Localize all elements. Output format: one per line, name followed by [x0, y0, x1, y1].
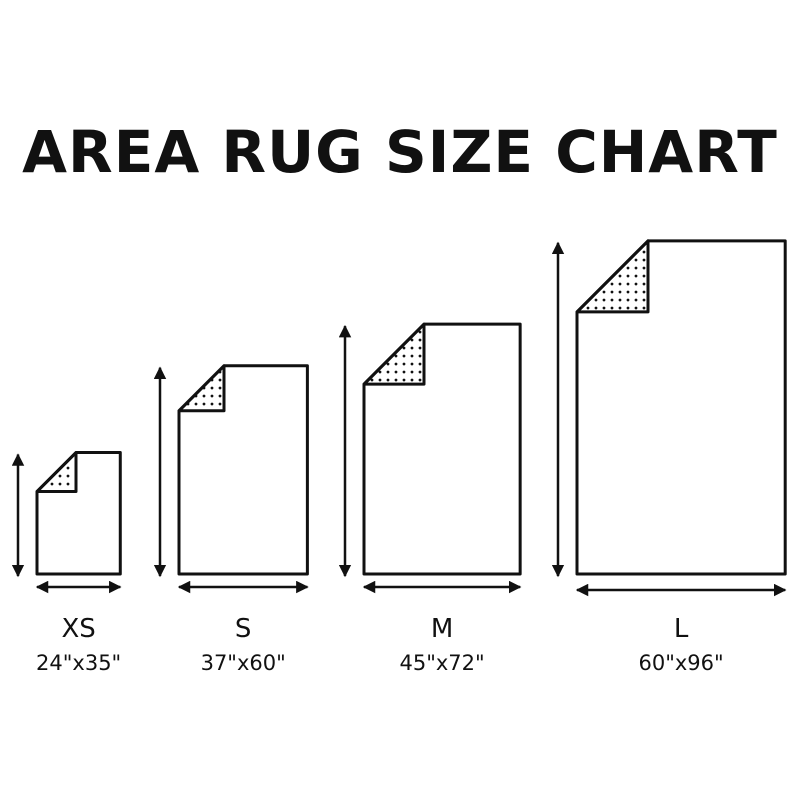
size-label: L: [674, 614, 689, 644]
folded-corner: [575, 239, 650, 314]
rug-l: L 60"x96": [551, 239, 787, 675]
dimensions-label: 37"x60": [201, 651, 286, 675]
dimensions-label: 60"x96": [638, 651, 723, 675]
rug-m: M 45"x72": [338, 322, 522, 675]
size-label: M: [431, 614, 453, 644]
folded-corner: [177, 364, 226, 413]
rug-outline: [35, 451, 122, 576]
rug-xs: XS 24"x35": [11, 451, 122, 675]
dimensions-label: 24"x35": [36, 651, 121, 675]
rug-s: S 37"x60": [153, 364, 309, 675]
size-label: XS: [61, 614, 95, 644]
chart-title: AREA RUG SIZE CHART: [22, 118, 778, 186]
folded-corner: [362, 322, 426, 386]
size-label: S: [235, 614, 252, 644]
dimensions-label: 45"x72": [399, 651, 484, 675]
folded-corner: [35, 451, 78, 494]
